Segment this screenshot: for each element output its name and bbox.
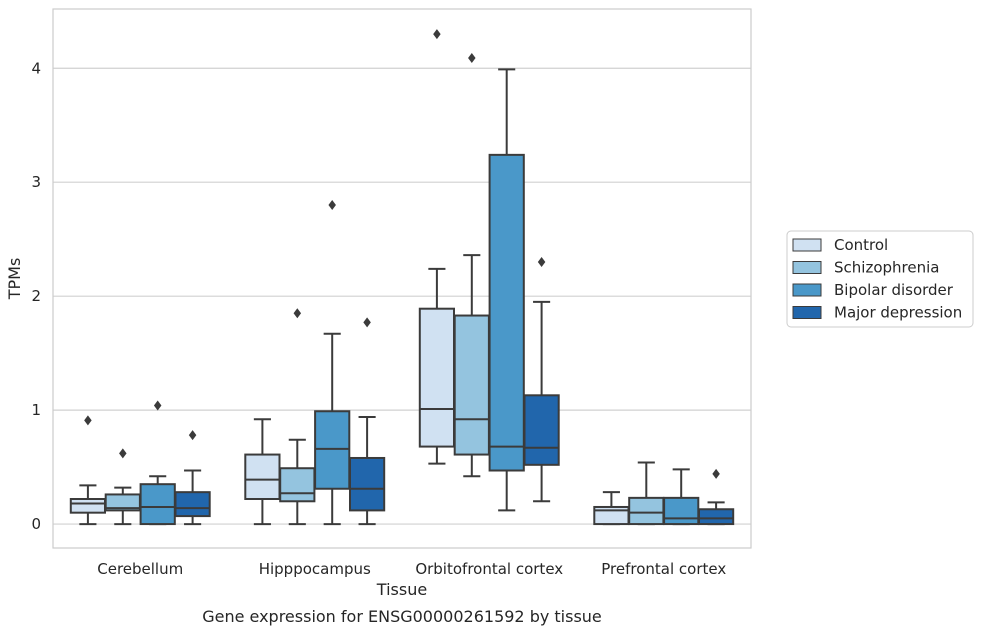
legend-label: Control bbox=[834, 236, 888, 254]
legend-label: Schizophrenia bbox=[834, 259, 939, 277]
x-tick-label: Cerebellum bbox=[97, 560, 183, 578]
box-3-2 bbox=[663, 468, 700, 526]
box-2-1 bbox=[453, 53, 490, 478]
outlier-point bbox=[293, 308, 302, 319]
box-body bbox=[697, 508, 735, 526]
box-body bbox=[314, 410, 351, 490]
legend-swatch bbox=[792, 306, 822, 319]
outlier-point bbox=[712, 468, 720, 479]
box-body bbox=[348, 456, 386, 512]
legend-swatch bbox=[792, 283, 822, 297]
legend-label: Bipolar disorder bbox=[834, 281, 954, 299]
outlier-point bbox=[537, 256, 546, 267]
box-body bbox=[279, 467, 316, 503]
box-2-0 bbox=[418, 29, 456, 465]
x-tick-label: Hipppocampus bbox=[259, 560, 371, 578]
box-body bbox=[523, 394, 560, 466]
y-tick-label: 2 bbox=[31, 287, 41, 305]
plot-frame bbox=[52, 8, 752, 549]
chart-caption: Gene expression for ENSG00000261592 by t… bbox=[202, 607, 602, 626]
outlier-point bbox=[468, 53, 476, 63]
y-tick-label: 1 bbox=[31, 401, 41, 419]
outlier-point bbox=[188, 430, 197, 441]
box-0-2 bbox=[139, 400, 176, 526]
legend-frame bbox=[786, 230, 974, 328]
y-tick-label: 3 bbox=[31, 173, 41, 191]
box-1-2 bbox=[314, 200, 351, 526]
y-tick-label: 0 bbox=[31, 515, 41, 533]
box-body bbox=[418, 307, 456, 448]
outlier-point bbox=[363, 317, 371, 328]
box-body bbox=[174, 491, 211, 518]
box-body bbox=[244, 453, 281, 500]
box-3-3 bbox=[697, 468, 735, 526]
box-0-1 bbox=[104, 448, 141, 526]
x-tick-label: Prefrontal cortex bbox=[601, 560, 726, 578]
box-body bbox=[488, 153, 525, 472]
box-body bbox=[663, 496, 700, 526]
box-1-0 bbox=[244, 418, 281, 526]
y-tick-labels: 0 1 2 3 4 bbox=[31, 59, 41, 533]
box-1-3 bbox=[348, 317, 386, 526]
box-1-1 bbox=[279, 308, 316, 526]
box-3-1 bbox=[628, 461, 665, 526]
legend-swatch bbox=[792, 238, 822, 252]
boxes bbox=[69, 29, 735, 526]
legend: Control Schizophrenia Bipolar disorder Majo… bbox=[786, 230, 974, 328]
box-2-3 bbox=[523, 256, 560, 503]
box-0-3 bbox=[174, 430, 211, 526]
y-axis-label: TPMs bbox=[5, 258, 24, 301]
x-tick-label: Orbitofrontal cortex bbox=[415, 560, 563, 578]
outlier-point bbox=[328, 200, 336, 210]
outlier-point bbox=[84, 415, 92, 426]
legend-swatch bbox=[792, 261, 822, 274]
box-2-2 bbox=[488, 68, 525, 512]
gridlines bbox=[53, 67, 751, 525]
box-body bbox=[139, 483, 176, 526]
x-tick-labels: Cerebellum Hipppocampus Orbitofrontal cort… bbox=[97, 560, 726, 578]
box-3-0 bbox=[593, 491, 630, 526]
legend-label: Major depression bbox=[834, 304, 962, 322]
x-axis-label: Tissue bbox=[376, 580, 427, 599]
box-body bbox=[453, 314, 490, 456]
outlier-point bbox=[153, 400, 162, 411]
outlier-point bbox=[433, 29, 441, 40]
y-tick-label: 4 bbox=[31, 59, 41, 77]
box-body bbox=[69, 498, 107, 514]
box-body bbox=[628, 496, 665, 526]
outlier-point bbox=[119, 448, 127, 459]
box-0-0 bbox=[69, 415, 107, 526]
